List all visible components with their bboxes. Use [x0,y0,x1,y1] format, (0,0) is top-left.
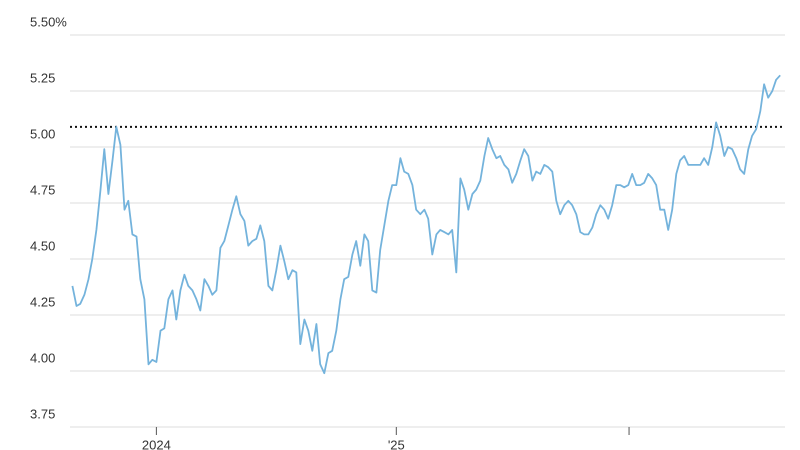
y-tick-label: 5.25 [30,70,55,85]
y-tick-label: 4.00 [30,350,55,365]
y-tick-label: 5.50% [30,14,67,29]
y-tick-label: 4.75 [30,182,55,197]
x-tick-label: 2024 [142,437,171,450]
y-tick-label: 4.25 [30,294,55,309]
y-tick-label: 5.00 [30,126,55,141]
yield-line [71,74,781,375]
y-tick-label: 3.75 [30,406,55,421]
y-tick-label: 4.50 [30,238,55,253]
x-tick-label: '25 [388,437,405,450]
